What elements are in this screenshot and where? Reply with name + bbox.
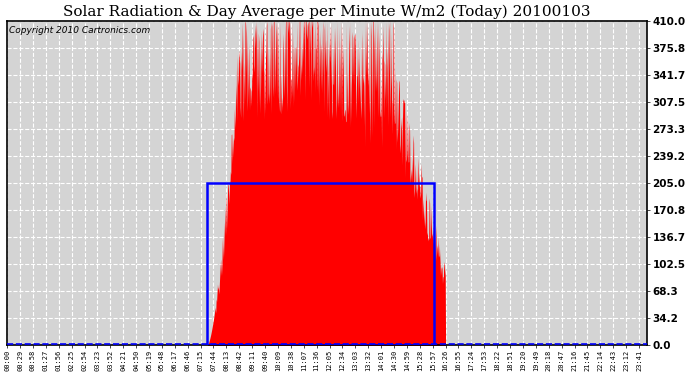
Bar (207, 183, 434, 345)
Text: Copyright 2010 Cartronics.com: Copyright 2010 Cartronics.com (9, 26, 150, 35)
Title: Solar Radiation & Day Average per Minute W/m2 (Today) 20100103: Solar Radiation & Day Average per Minute… (63, 4, 591, 18)
